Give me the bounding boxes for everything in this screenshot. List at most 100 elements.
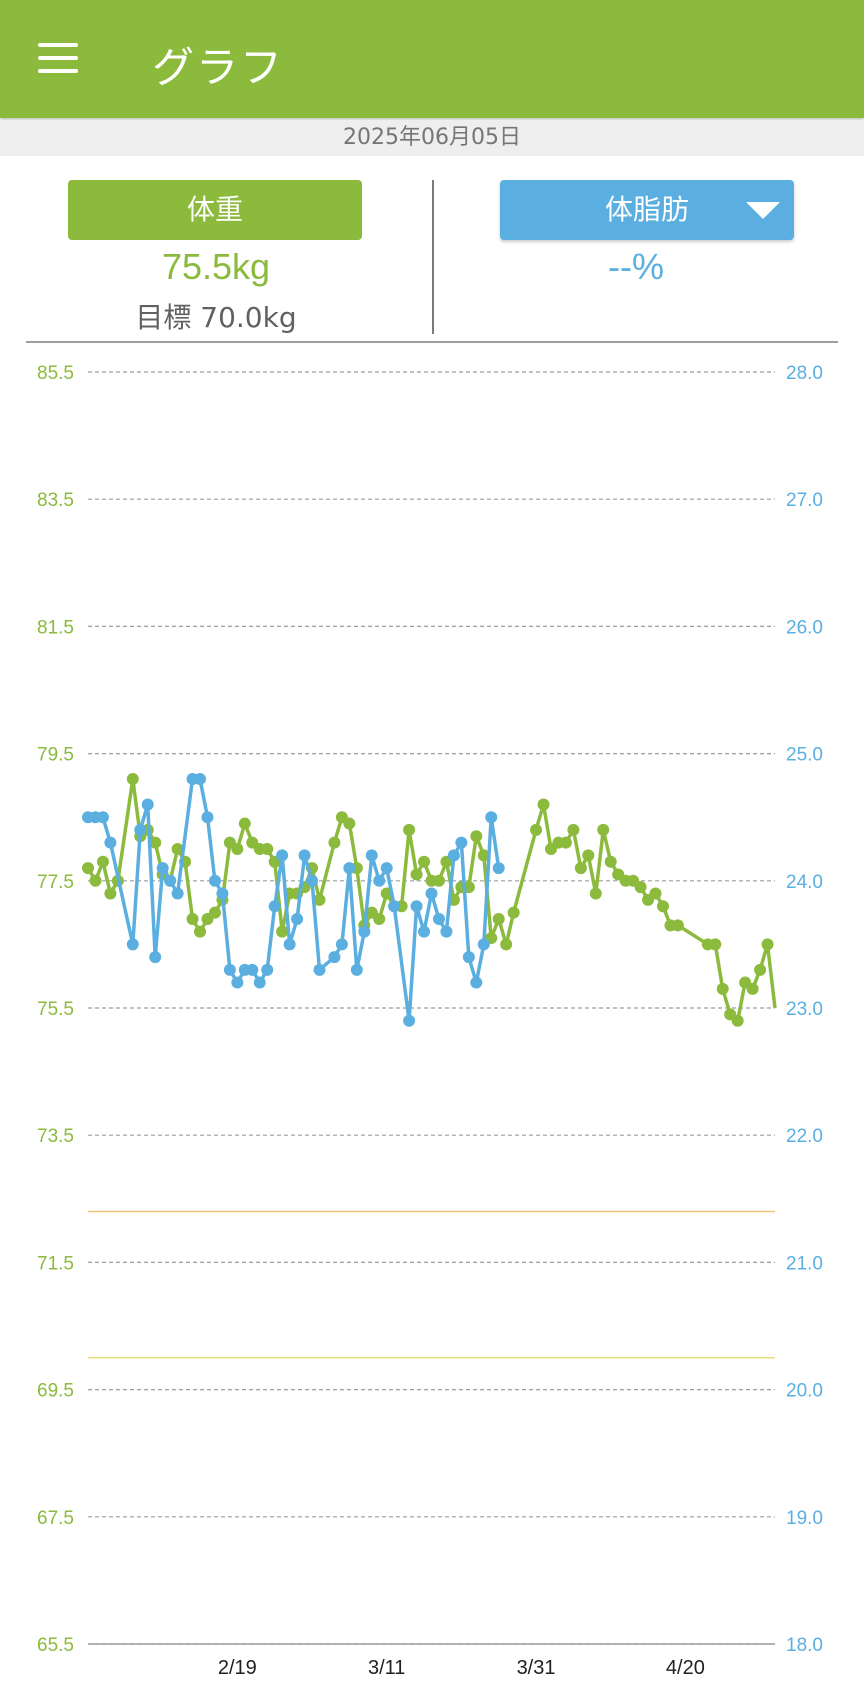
weight-body-fat-chart[interactable]: 85.5 28.0 83.5 27.0 81.5 26.0 79.5 25.0 77.5 24.0… bbox=[0, 350, 864, 1696]
weight-panel: 体重 75.5kg 目標 70.0kg bbox=[0, 180, 432, 340]
weight-data-point bbox=[597, 823, 610, 836]
weight-data-point bbox=[537, 798, 550, 811]
weight-data-point bbox=[731, 1014, 744, 1027]
x-tick-label: 3/31 bbox=[517, 1657, 556, 1679]
body-fat-data-point bbox=[223, 963, 236, 976]
body-fat-data-point bbox=[418, 925, 431, 938]
body-fat-data-point bbox=[231, 976, 244, 989]
body-fat-data-point bbox=[388, 900, 401, 913]
weight-data-point bbox=[171, 843, 184, 855]
body-fat-data-point bbox=[201, 811, 214, 824]
y-right-tick-label: 24.0 bbox=[786, 872, 823, 893]
body-fat-data-point bbox=[261, 963, 274, 976]
panel-divider bbox=[432, 180, 434, 334]
body-fat-data-point bbox=[492, 862, 505, 875]
weight-button[interactable]: 体重 bbox=[68, 180, 362, 240]
body-fat-data-point bbox=[477, 938, 490, 951]
body-fat-data-point bbox=[350, 963, 363, 976]
weight-data-point bbox=[470, 830, 483, 843]
body-fat-data-point bbox=[298, 849, 311, 862]
weight-data-point bbox=[754, 963, 767, 976]
y-left-tick-label: 85.5 bbox=[37, 363, 74, 384]
body-fat-data-point bbox=[403, 1014, 416, 1027]
weight-data-point bbox=[671, 919, 684, 932]
body-fat-data-point bbox=[291, 912, 304, 925]
weight-data-point bbox=[418, 855, 431, 868]
app-bar: グラフ bbox=[0, 0, 864, 118]
y-left-tick-label: 83.5 bbox=[37, 490, 74, 511]
weight-data-point bbox=[432, 874, 445, 887]
weight-data-point bbox=[313, 893, 326, 906]
y-right-tick-label: 21.0 bbox=[786, 1253, 823, 1274]
weight-data-point bbox=[373, 912, 386, 925]
y-right-tick-label: 25.0 bbox=[786, 745, 823, 766]
body-fat-panel: 体脂肪 --% bbox=[432, 180, 864, 340]
weight-data-point bbox=[634, 881, 647, 894]
weight-data-point bbox=[403, 823, 416, 836]
y-left-tick-label: 75.5 bbox=[37, 999, 74, 1020]
weight-data-point bbox=[582, 849, 595, 862]
body-fat-data-point bbox=[380, 862, 393, 875]
body-fat-data-point bbox=[208, 874, 221, 887]
body-fat-data-point bbox=[358, 925, 371, 938]
y-right-tick-label: 26.0 bbox=[786, 617, 823, 638]
weight-data-point bbox=[604, 855, 617, 868]
body-fat-data-point bbox=[171, 887, 184, 900]
y-right-tick-label: 22.0 bbox=[786, 1126, 823, 1147]
weight-data-point bbox=[194, 925, 207, 938]
y-left-tick-label: 79.5 bbox=[37, 745, 74, 766]
body-fat-series-line bbox=[88, 777, 501, 1023]
body-fat-data-point bbox=[141, 798, 154, 811]
body-fat-data-point bbox=[425, 887, 438, 900]
page-title: グラフ bbox=[152, 43, 285, 92]
weight-data-point bbox=[649, 887, 662, 900]
weight-data-point bbox=[208, 906, 221, 919]
goal-weight-value: 目標 70.0kg bbox=[135, 301, 297, 334]
weight-data-point bbox=[567, 823, 580, 836]
weight-data-point bbox=[500, 938, 513, 951]
x-tick-label: 2/19 bbox=[218, 1657, 257, 1679]
body-fat-data-point bbox=[313, 963, 326, 976]
body-fat-data-point bbox=[268, 900, 281, 913]
body-fat-data-point bbox=[470, 976, 483, 989]
weight-data-point bbox=[559, 836, 572, 849]
current-weight-value: 75.5kg bbox=[161, 246, 271, 287]
weight-data-point bbox=[96, 855, 109, 868]
weight-data-point bbox=[746, 982, 759, 995]
body-fat-data-point bbox=[134, 823, 147, 836]
weight-data-point bbox=[574, 862, 587, 875]
weight-data-point bbox=[261, 843, 274, 855]
date-label: 2025年06月05日 bbox=[0, 120, 864, 156]
weight-data-point bbox=[343, 817, 356, 830]
y-left-tick-label: 81.5 bbox=[37, 617, 74, 638]
body-fat-button-label: 体脂肪 bbox=[604, 193, 689, 226]
weight-data-point bbox=[716, 982, 729, 995]
y-left-tick-label: 71.5 bbox=[37, 1253, 74, 1274]
body-fat-data-point bbox=[328, 951, 341, 964]
y-right-tick-label: 20.0 bbox=[786, 1381, 823, 1402]
body-fat-data-point bbox=[246, 963, 259, 976]
weight-data-point bbox=[104, 887, 117, 900]
body-fat-dropdown-button[interactable]: 体脂肪 bbox=[500, 180, 794, 240]
body-fat-data-point bbox=[306, 874, 319, 887]
header-separator bbox=[26, 341, 838, 343]
body-fat-data-point bbox=[440, 925, 453, 938]
y-right-tick-label: 28.0 bbox=[786, 363, 823, 384]
body-fat-data-point bbox=[96, 811, 109, 824]
weight-data-point bbox=[186, 912, 199, 925]
caret-down-icon bbox=[746, 202, 780, 219]
hamburger-menu-icon[interactable] bbox=[38, 43, 78, 73]
body-fat-data-point bbox=[365, 849, 378, 862]
body-fat-data-point bbox=[462, 951, 475, 964]
body-fat-data-point bbox=[373, 874, 386, 887]
body-fat-data-point bbox=[335, 938, 348, 951]
body-fat-data-point bbox=[447, 849, 460, 862]
weight-data-point bbox=[126, 773, 139, 786]
weight-data-point bbox=[656, 900, 669, 913]
weight-data-point bbox=[82, 862, 94, 875]
weight-data-point bbox=[238, 817, 251, 830]
weight-data-point bbox=[492, 912, 505, 925]
weight-data-point bbox=[149, 836, 162, 849]
y-right-tick-label: 27.0 bbox=[786, 490, 823, 511]
y-left-tick-label: 73.5 bbox=[37, 1126, 74, 1147]
